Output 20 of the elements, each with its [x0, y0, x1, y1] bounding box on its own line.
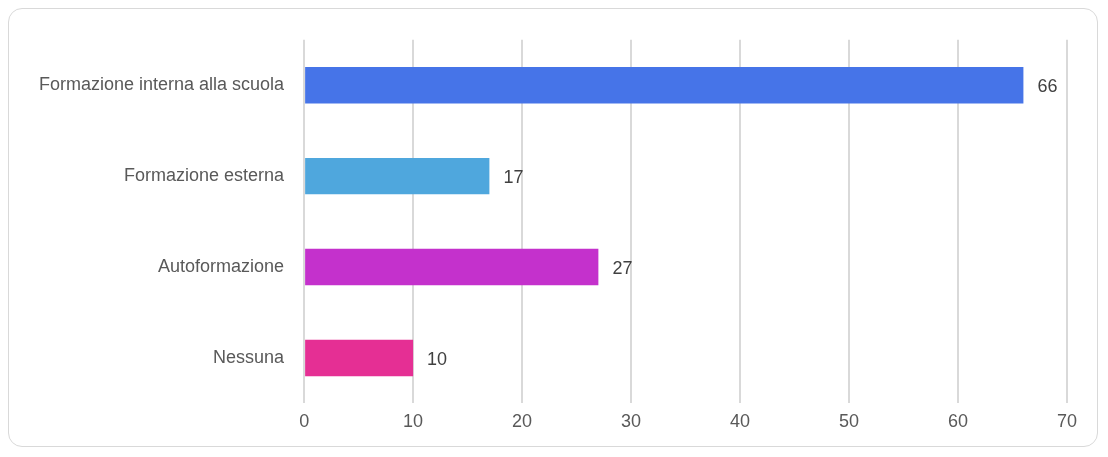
x-tick-label: 20 [512, 411, 533, 432]
y-tick-label: Formazione interna alla scuola [38, 74, 286, 95]
x-tick-label: 50 [839, 411, 860, 432]
x-tick-label: 40 [730, 411, 751, 432]
y-tick-label: Formazione esterna [124, 165, 286, 186]
y-tick-label: Autoformazione [158, 256, 285, 277]
x-tick-label: 70 [1056, 411, 1078, 432]
x-tick-label: 10 [403, 411, 424, 432]
x-tick-label: 0 [299, 411, 310, 432]
data-label: 10 [427, 348, 448, 369]
x-tick-label: 60 [948, 411, 969, 432]
bar [305, 339, 414, 377]
data-label: 27 [612, 258, 633, 279]
bar [305, 248, 599, 286]
bar [305, 157, 490, 195]
data-label: 66 [1037, 76, 1058, 97]
y-tick-label: Nessuna [213, 346, 286, 367]
x-tick-label: 30 [621, 411, 642, 432]
bar [305, 67, 1024, 104]
data-label: 17 [503, 167, 524, 188]
